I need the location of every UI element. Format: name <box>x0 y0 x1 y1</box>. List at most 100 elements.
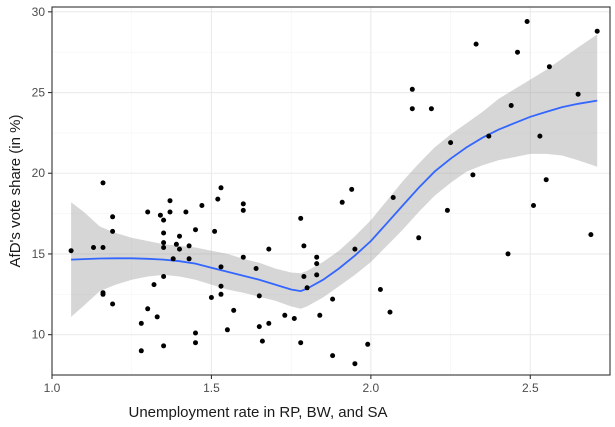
data-point <box>377 287 383 292</box>
data-point <box>161 343 167 349</box>
data-point <box>256 324 262 330</box>
confidence-band <box>71 34 598 317</box>
data-point <box>515 49 520 55</box>
data-point <box>208 295 214 300</box>
data-point <box>68 248 74 254</box>
data-point <box>339 199 345 205</box>
data-point <box>218 185 224 191</box>
major-gridlines <box>51 7 610 375</box>
data-point <box>301 274 307 279</box>
data-point <box>266 246 272 252</box>
data-point <box>486 133 492 139</box>
data-point <box>575 91 581 97</box>
data-point <box>546 64 552 70</box>
data-point <box>161 230 167 236</box>
data-point <box>193 227 198 233</box>
data-point <box>352 361 358 367</box>
data-point <box>151 282 157 288</box>
data-point <box>193 330 198 336</box>
data-point <box>173 241 179 247</box>
data-point <box>170 256 176 262</box>
data-point <box>145 306 151 312</box>
data-point <box>314 261 320 267</box>
x-axis-title: Unemployment rate in RP, BW, and SA <box>128 404 387 421</box>
data-point <box>218 264 224 270</box>
data-point <box>100 180 106 186</box>
data-point <box>215 196 221 202</box>
data-point <box>428 106 434 112</box>
data-point <box>416 235 422 241</box>
data-point <box>259 338 265 344</box>
panel-background <box>52 7 610 375</box>
data-point <box>409 106 415 112</box>
data-point <box>186 256 192 262</box>
data-point <box>314 272 320 278</box>
data-point <box>524 19 530 24</box>
data-point <box>349 186 355 192</box>
data-point <box>100 291 106 297</box>
panel-border <box>51 6 611 376</box>
data-point <box>199 203 205 208</box>
x-axis: 1.0 1.5 2.0 2.5 <box>44 375 539 395</box>
data-point <box>240 254 246 260</box>
data-point <box>110 301 116 307</box>
data-point <box>240 201 246 207</box>
x-tick-label: 2.5 <box>522 381 539 395</box>
data-point <box>186 243 192 249</box>
y-tick-label: 30 <box>32 5 46 19</box>
data-point <box>183 209 189 215</box>
data-point <box>444 207 450 213</box>
data-point <box>470 172 476 178</box>
y-tick-label: 10 <box>32 328 46 342</box>
data-point <box>409 86 415 92</box>
data-point <box>304 285 310 291</box>
data-point <box>177 246 182 252</box>
data-point <box>110 214 116 220</box>
data-point <box>508 103 514 108</box>
y-tick-label: 15 <box>32 247 46 261</box>
data-point <box>531 203 536 208</box>
data-point <box>298 215 304 221</box>
data-point <box>301 243 307 249</box>
data-point <box>177 233 182 239</box>
data-point <box>157 212 163 218</box>
data-point <box>291 316 297 321</box>
data-point <box>161 240 167 246</box>
x-tick-label: 2.0 <box>363 381 380 395</box>
y-tick-label: 20 <box>32 166 46 180</box>
data-point <box>448 140 454 146</box>
data-point <box>314 254 320 260</box>
data-point <box>365 341 371 347</box>
y-tick-label: 25 <box>32 86 46 100</box>
x-tick-label: 1.0 <box>44 381 61 395</box>
data-point <box>161 274 167 279</box>
data-point <box>330 353 336 359</box>
data-point <box>588 232 594 238</box>
smooth-trend-line <box>71 99 598 293</box>
data-point <box>543 177 549 183</box>
data-point <box>154 314 160 320</box>
data-point <box>505 251 511 257</box>
data-point <box>256 293 262 299</box>
data-point <box>218 283 224 289</box>
data-point <box>352 246 358 252</box>
data-point <box>212 228 218 234</box>
data-point <box>537 133 543 139</box>
data-point <box>298 340 304 346</box>
data-point <box>473 41 479 47</box>
y-axis-title: AfD's vote share (in %) <box>7 115 24 268</box>
data-point <box>594 28 600 34</box>
data-points <box>68 19 600 367</box>
data-point <box>253 266 259 271</box>
data-point <box>161 245 167 250</box>
data-point <box>387 309 393 315</box>
data-point <box>266 320 272 326</box>
data-point <box>110 228 116 234</box>
y-axis: 10 15 20 25 30 <box>32 5 52 342</box>
data-point <box>161 217 167 223</box>
data-point <box>193 340 198 346</box>
data-point <box>100 245 106 250</box>
data-point <box>91 245 96 250</box>
data-point <box>224 327 230 333</box>
